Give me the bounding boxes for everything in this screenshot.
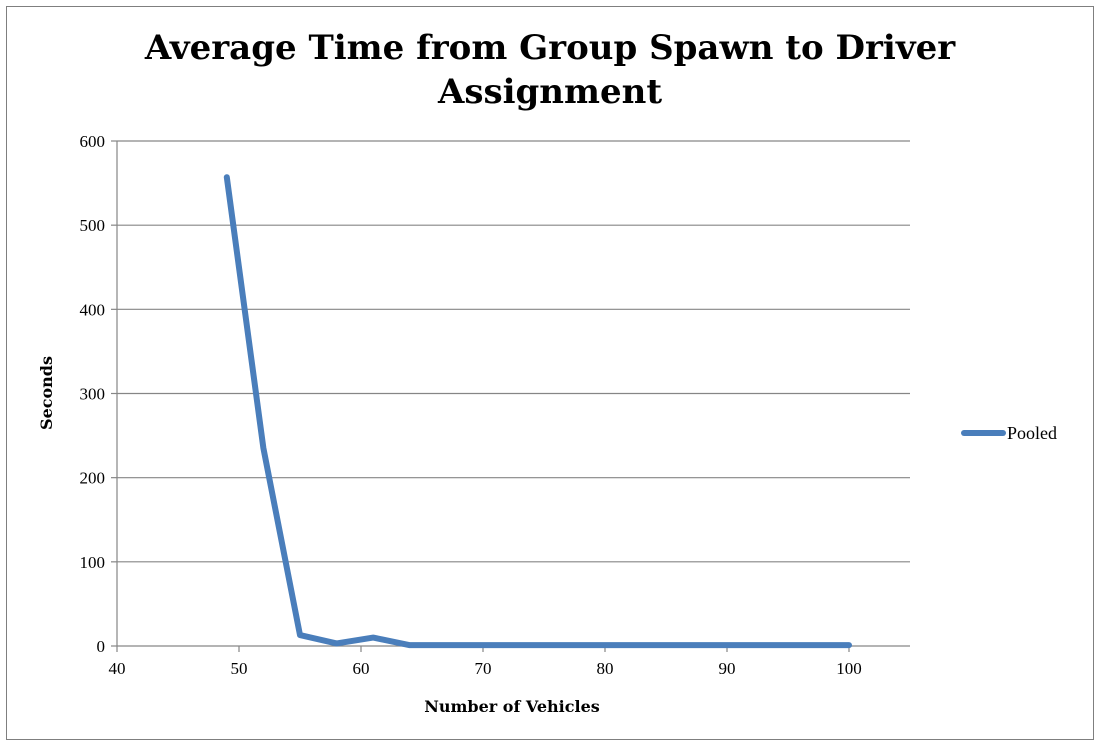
y-tick-label: 300	[80, 385, 106, 404]
y-axis-label: Seconds	[37, 356, 56, 430]
gridlines	[117, 140, 910, 563]
y-tick-label: 200	[80, 469, 106, 488]
legend: Pooled	[961, 423, 1057, 443]
y-tick-label: 600	[80, 132, 106, 151]
x-axis-label: Number of Vehicles	[424, 697, 600, 716]
x-tick-label: 60	[353, 659, 370, 678]
y-tick-label: 100	[80, 553, 106, 572]
y-tick-label: 0	[97, 637, 106, 656]
y-tick-label: 400	[80, 300, 106, 319]
x-tick-label: 90	[719, 659, 736, 678]
y-tick-label: 500	[80, 216, 106, 235]
chart-title-line-2: Assignment	[437, 72, 662, 112]
x-tick-label: 40	[109, 659, 126, 678]
series-lines	[223, 174, 852, 649]
y-tick-labels: 0 100 200 300 400 500 600	[80, 132, 106, 656]
series-line-pooled	[223, 174, 852, 649]
x-tick-labels: 40 50 60 70 80 90 100	[109, 659, 862, 678]
x-tick-label: 50	[231, 659, 248, 678]
x-tick-label: 70	[475, 659, 492, 678]
x-tick-label: 100	[836, 659, 862, 678]
x-tick-label: 80	[597, 659, 614, 678]
legend-label: Pooled	[1007, 423, 1057, 443]
chart-frame	[6, 6, 1094, 740]
chart-title: Average Time from Group Spawn to Driver …	[144, 28, 956, 112]
chart-title-line-1: Average Time from Group Spawn to Driver	[144, 28, 956, 68]
